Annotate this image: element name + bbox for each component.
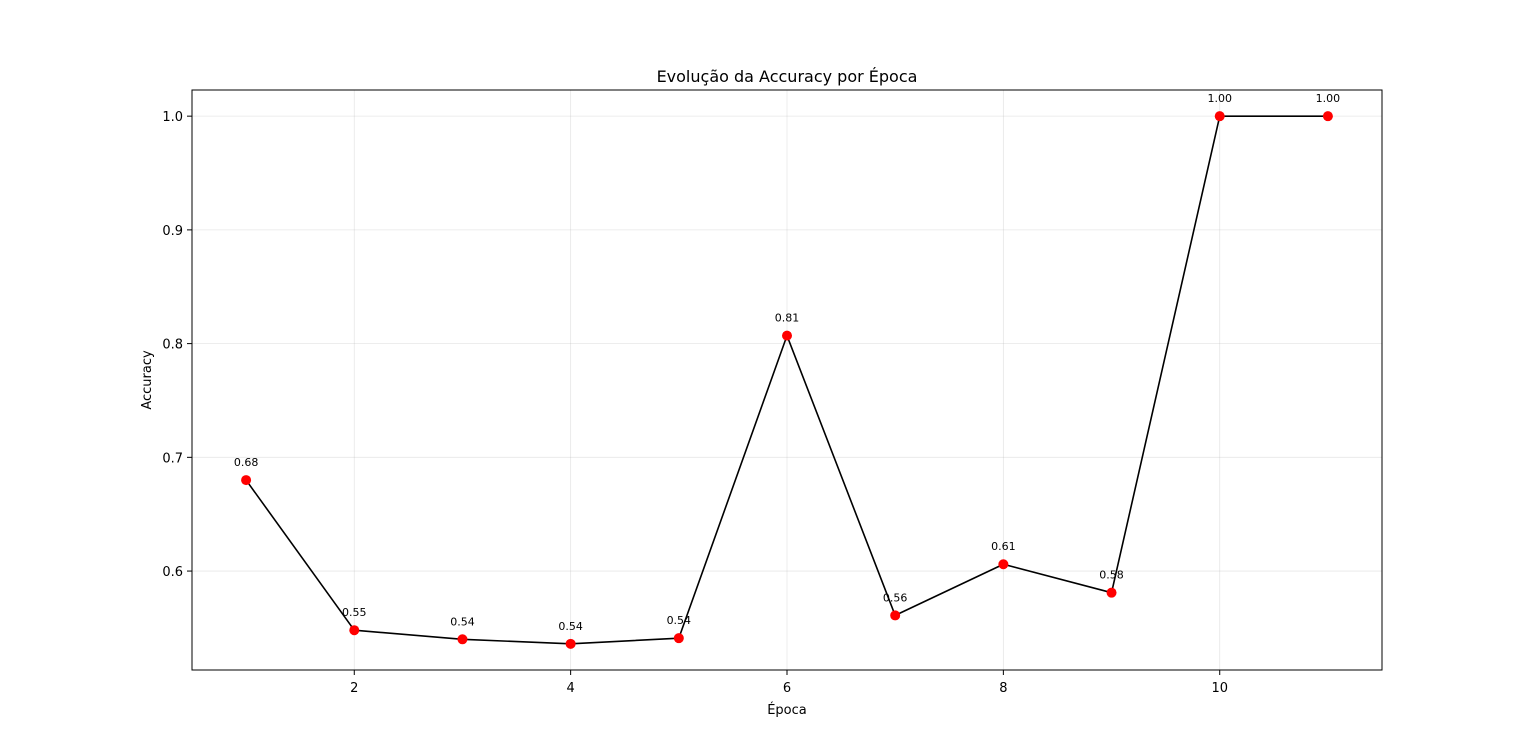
data-point-marker xyxy=(1214,111,1225,122)
data-point-marker xyxy=(998,559,1009,570)
y-tick-label: 0.9 xyxy=(162,224,183,239)
series xyxy=(241,111,1333,649)
data-point-label: 0.54 xyxy=(450,615,475,628)
data-labels: 0.68 0.55 0.54 0.54 0.54 0.81 0.56 0.61 0.58 1.00… xyxy=(234,92,1340,633)
data-point-label: 0.61 xyxy=(991,540,1016,553)
x-tick-label: 2 xyxy=(350,681,358,696)
data-point-marker xyxy=(349,625,360,636)
data-point-marker xyxy=(241,475,252,486)
y-tick-label: 1.0 xyxy=(162,110,183,125)
x-tick-label: 8 xyxy=(999,681,1007,696)
x-tick-label: 4 xyxy=(566,681,574,696)
grid xyxy=(192,90,1382,670)
y-tick-label: 0.6 xyxy=(162,565,183,580)
data-point-marker xyxy=(565,638,576,649)
x-tick-label: 10 xyxy=(1211,681,1228,696)
data-point-label: 0.56 xyxy=(883,591,908,604)
x-axis-label: Época xyxy=(767,702,807,718)
data-point-label: 0.81 xyxy=(775,312,800,325)
data-point-marker xyxy=(782,330,792,341)
data-point-label: 1.00 xyxy=(1207,92,1232,105)
data-point-label: 0.68 xyxy=(234,456,259,469)
data-point-marker xyxy=(1322,111,1333,122)
data-point-marker xyxy=(1106,587,1117,598)
x-axis: 2 4 6 8 10 xyxy=(350,670,1228,696)
y-tick-label: 0.7 xyxy=(162,451,183,466)
data-point-marker xyxy=(457,634,468,645)
data-point-label: 1.00 xyxy=(1316,92,1341,105)
y-axis: 0.6 0.7 0.8 0.9 1.0 xyxy=(162,110,192,580)
data-point-label: 0.54 xyxy=(558,620,583,633)
chart-title: Evolução da Accuracy por Época xyxy=(657,67,918,86)
data-point-label: 0.54 xyxy=(667,614,692,627)
x-tick-label: 6 xyxy=(783,681,791,696)
data-point-marker xyxy=(890,610,901,621)
data-point-label: 0.55 xyxy=(342,606,367,619)
y-tick-label: 0.8 xyxy=(162,338,183,353)
y-axis-label: Accuracy xyxy=(140,350,155,410)
data-point-label: 0.58 xyxy=(1099,569,1124,582)
data-point-marker xyxy=(673,633,684,644)
